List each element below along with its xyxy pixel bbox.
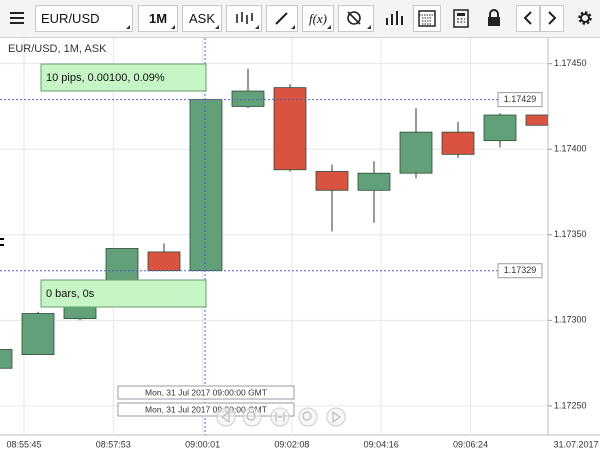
candle-body — [483, 114, 517, 142]
calculator-button[interactable] — [447, 5, 473, 32]
y-tick-label: 1.17250 — [554, 400, 587, 410]
side: ASK — [188, 11, 215, 26]
y-tick-label: 1.17450 — [554, 58, 587, 68]
draw-button[interactable] — [266, 5, 298, 32]
candle-body — [273, 87, 307, 171]
period: 1M — [148, 11, 168, 26]
candle-body — [315, 171, 349, 191]
y-tick-label: 1.17300 — [554, 315, 587, 325]
icon — [418, 10, 436, 27]
measure-box — [40, 63, 207, 92]
chart-type-button[interactable] — [226, 5, 262, 32]
caret — [367, 25, 371, 29]
candle-body — [189, 99, 223, 272]
x-tick-label: 09:02:08 — [274, 439, 309, 449]
price-label: 1.17429 — [504, 94, 537, 104]
candle-body — [399, 131, 433, 174]
caret — [171, 25, 175, 29]
nav-button[interactable] — [242, 407, 262, 427]
candle-body — [357, 172, 391, 191]
chart-title: EUR/USD, 1M, ASK — [8, 43, 107, 55]
x-tick-label: 08:57:53 — [96, 439, 131, 449]
x-tick-label: 08:55:45 — [6, 439, 41, 449]
price-label: 1.17329 — [504, 265, 537, 275]
nav-icon — [220, 410, 230, 424]
nav-button[interactable] — [326, 407, 346, 427]
caret — [215, 25, 219, 29]
bars-label: 0 bars, 0s — [46, 288, 95, 300]
icon — [578, 11, 592, 25]
icon — [453, 9, 469, 28]
candle-body — [441, 131, 475, 155]
time-label: Mon, 31 Jul 2017 09:00:00 GMT — [145, 387, 267, 397]
scroll-left-button[interactable] — [516, 5, 540, 32]
candle-body — [525, 114, 548, 126]
caret — [255, 25, 259, 29]
settings-button[interactable] — [572, 5, 596, 32]
volume-button[interactable] — [380, 5, 406, 32]
candle-body — [231, 90, 265, 107]
icon — [488, 9, 500, 26]
nav-icon — [302, 411, 312, 421]
price-label-box — [497, 92, 543, 108]
time-label: Mon, 31 Jul 2017 09:00:00 GMT — [145, 404, 267, 414]
icon — [236, 12, 253, 24]
y-tick-label: 1.17400 — [554, 144, 587, 154]
toolbar: EUR/USD 1M ASK f(x) — [0, 0, 600, 38]
side-select[interactable]: ASK — [182, 5, 222, 32]
bars-box — [40, 279, 207, 308]
scroll-right-button[interactable] — [540, 5, 564, 32]
calendar-button[interactable] — [413, 5, 441, 32]
candle-body — [0, 349, 13, 369]
nav-icon — [275, 412, 285, 422]
price-label-box — [497, 263, 543, 279]
candle-body — [105, 248, 139, 282]
menu-button[interactable] — [4, 5, 30, 32]
indicators: f(x) — [308, 11, 328, 26]
symbol: EUR/USD — [41, 11, 100, 26]
x-tick-label: 09:04:16 — [364, 439, 399, 449]
x-tick-label: 09:06:24 — [453, 439, 488, 449]
indicators-button[interactable]: f(x) — [302, 5, 334, 32]
caret — [126, 25, 130, 29]
candle-body — [21, 313, 55, 355]
x-tick-label: 31.07.2017 — [553, 439, 598, 449]
nav-icon — [332, 410, 342, 424]
icon — [386, 11, 403, 25]
nav-button[interactable] — [216, 407, 236, 427]
time-box — [117, 385, 295, 400]
lock-button[interactable] — [480, 5, 506, 32]
icon — [548, 11, 557, 25]
menu-icon — [10, 12, 24, 24]
icon — [347, 11, 361, 25]
y-tick-label: 1.17350 — [554, 229, 587, 239]
measure-label: 10 pips, 0.00100, 0.09% — [46, 72, 165, 84]
caret — [327, 25, 331, 29]
icon — [275, 12, 288, 25]
x-tick-label: 09:00:01 — [185, 439, 220, 449]
candle-body — [147, 251, 181, 272]
symbol-select[interactable]: EUR/USD — [35, 5, 133, 32]
nav-icon — [246, 411, 256, 421]
nav-button[interactable] — [298, 407, 318, 427]
caret — [291, 25, 295, 29]
tools-button[interactable] — [338, 5, 374, 32]
period-select[interactable]: 1M — [138, 5, 178, 32]
icon — [523, 11, 532, 25]
